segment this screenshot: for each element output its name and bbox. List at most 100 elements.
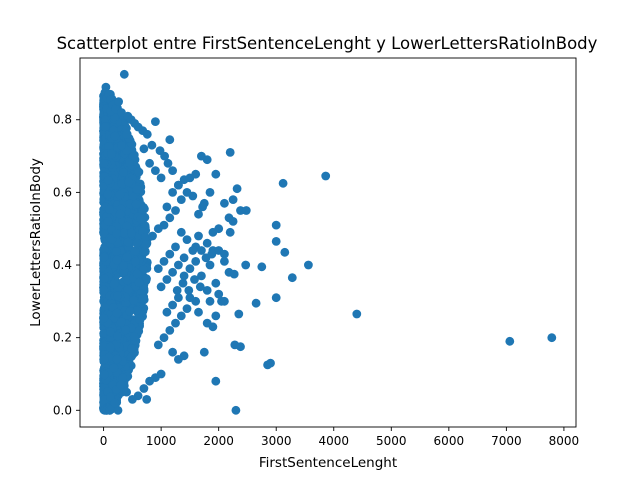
scatter-point	[104, 204, 114, 214]
scatter-point	[138, 294, 148, 304]
scatter-point	[547, 333, 557, 343]
scatter-point	[197, 246, 206, 255]
x-tick-label: 8000	[549, 434, 580, 448]
scatter-point	[185, 264, 195, 273]
scatter-point	[197, 271, 206, 281]
chart-title: Scatterplot entre FirstSentenceLenght y …	[57, 34, 598, 53]
scatter-point	[168, 267, 178, 277]
scatter-point	[176, 227, 186, 237]
scatter-point	[105, 342, 115, 352]
scatter-point	[127, 395, 137, 404]
scatter-point	[168, 166, 178, 176]
x-tick-label: 1000	[146, 434, 177, 448]
x-tick-label: 2000	[203, 434, 234, 448]
scatter-point	[165, 213, 175, 223]
scatter-point	[159, 333, 169, 343]
scatter-point	[109, 279, 119, 289]
scatter-point	[117, 179, 127, 189]
scatter-point	[163, 158, 173, 168]
scatter-point	[119, 168, 128, 178]
x-axis-label: FirstSentenceLenght	[259, 455, 397, 471]
scatter-point	[211, 169, 221, 179]
scatter-point	[194, 231, 203, 241]
scatter-point	[113, 331, 122, 341]
y-tick-label: 0.2	[53, 331, 72, 345]
scatter-point	[99, 229, 109, 239]
scatter-point	[126, 228, 136, 238]
scatter-point	[110, 398, 120, 408]
scatter-point	[99, 341, 108, 351]
scatter-point	[162, 275, 172, 284]
scatter-point	[117, 108, 126, 117]
scatter-point	[211, 278, 221, 288]
scatter-point	[176, 311, 186, 321]
scatter-point	[103, 175, 113, 185]
scatter-point	[122, 221, 132, 231]
scatter-point	[132, 306, 142, 315]
scatter-point	[241, 206, 251, 215]
y-axis-ticks: 0.0 0.2 0.4 0.6 0.8	[53, 113, 80, 417]
x-tick-label: 3000	[261, 434, 292, 448]
scatter-point	[208, 227, 218, 237]
scatter-point	[220, 257, 229, 266]
scatter-point	[220, 296, 229, 306]
scatter-point	[127, 344, 136, 353]
scatter-point	[142, 274, 151, 284]
scatter-point	[225, 227, 235, 237]
scatter-point	[505, 336, 515, 346]
scatter-point	[194, 209, 203, 219]
scatter-point	[156, 173, 166, 183]
scatter-point	[116, 380, 126, 390]
scatter-point	[151, 117, 160, 126]
scatter-point	[135, 315, 145, 325]
scatter-point	[280, 247, 290, 257]
scatter-point	[122, 387, 131, 397]
scatter-point	[352, 309, 362, 319]
scatter-point	[100, 274, 109, 284]
scatter-point	[160, 151, 170, 161]
scatter-point	[220, 198, 229, 208]
scatter-point	[205, 296, 215, 306]
scatter-point	[147, 140, 157, 150]
scatter-point	[176, 195, 186, 205]
scatter-point	[100, 370, 109, 380]
scatter-point	[205, 188, 215, 197]
scatter-point	[225, 148, 235, 157]
scatter-point	[178, 278, 188, 288]
scatter-point	[174, 355, 183, 364]
scatter-point	[109, 363, 119, 373]
y-tick-label: 0.0	[53, 403, 72, 417]
scatter-point	[182, 235, 192, 245]
scatter-point	[174, 293, 183, 303]
scatter-point	[99, 252, 109, 262]
scatter-point	[232, 184, 242, 194]
scatter-point	[99, 285, 109, 295]
scatter-point	[103, 217, 113, 226]
scatter-point	[122, 129, 131, 139]
scatter-point	[112, 255, 122, 265]
scatter-point	[194, 307, 203, 317]
y-axis-label: LowerLettersRatioInBody	[28, 158, 44, 327]
scatter-point	[153, 224, 163, 234]
scatter-point	[202, 286, 212, 295]
scatter-point	[123, 237, 133, 247]
scatter-point	[321, 171, 331, 181]
x-tick-label: 0	[100, 434, 108, 448]
scatter-point	[116, 317, 126, 327]
scatter-point	[130, 246, 140, 256]
scatter-point	[174, 180, 183, 190]
scatter-point	[271, 220, 281, 230]
scatter-point	[174, 260, 183, 270]
scatter-point	[100, 122, 110, 132]
scatter-point	[202, 238, 212, 248]
scatter-point	[191, 169, 201, 179]
y-tick-label: 0.4	[53, 258, 72, 272]
x-tick-label: 7000	[491, 434, 522, 448]
scatter-point	[202, 318, 212, 328]
scatter-point	[134, 278, 144, 287]
scatter-point	[304, 260, 313, 270]
scatter-point	[188, 246, 198, 255]
scatter-point	[139, 384, 149, 393]
scatter-point	[112, 247, 121, 256]
